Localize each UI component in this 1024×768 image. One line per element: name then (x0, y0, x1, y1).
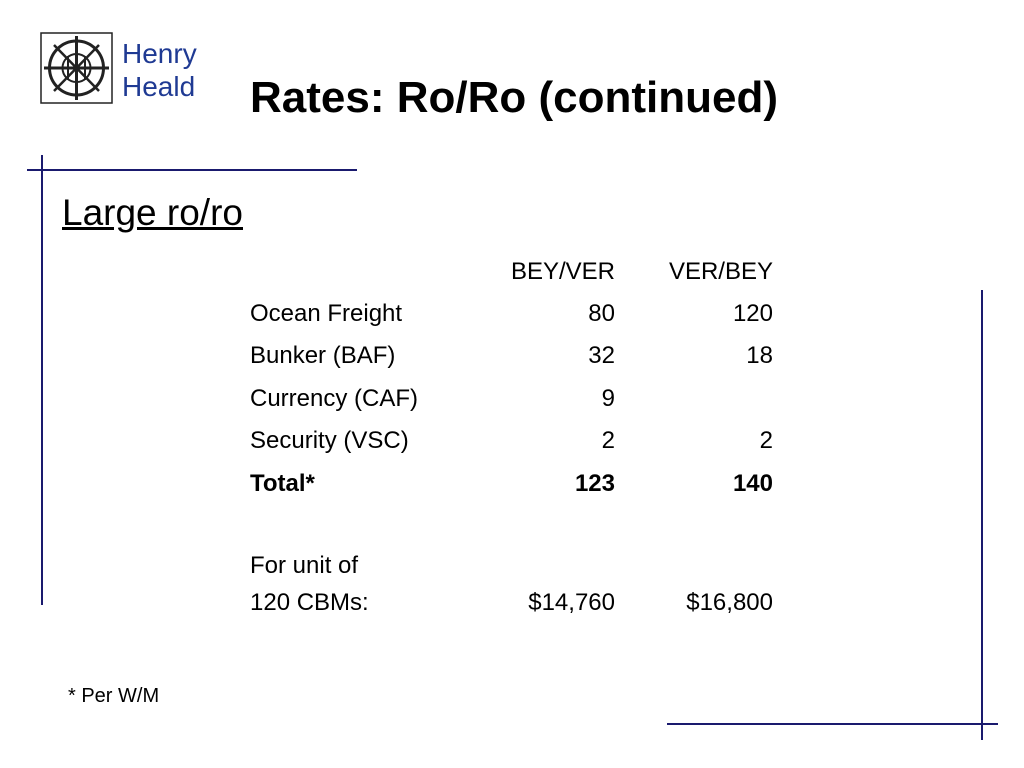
row-label: Security (VSC) (250, 427, 409, 454)
total-value: 123 (574, 470, 615, 497)
cell-value: 2 (601, 427, 615, 454)
row-label: Ocean Freight (250, 300, 403, 327)
column-header: VER/BEY (668, 258, 773, 285)
frame-lines (27, 155, 998, 740)
total-value: 140 (732, 470, 773, 497)
row-label: Bunker (BAF) (250, 342, 396, 369)
cell-value: 18 (746, 342, 773, 369)
cell-value: 120 (732, 300, 773, 327)
logo-icon (40, 32, 113, 104)
total-label: Total* (250, 470, 315, 497)
unit-label: 120 CBMs: (250, 589, 369, 616)
cell-value: 80 (588, 300, 615, 327)
cell-value: 2 (759, 427, 773, 454)
footnote: * Per W/M (68, 685, 160, 707)
unit-value: $16,800 (686, 589, 773, 616)
cell-value: 32 (588, 342, 615, 369)
slide-title: Rates: Ro/Ro (continued) (250, 73, 778, 122)
unit-label: For unit of (250, 552, 359, 579)
cell-value: 9 (601, 385, 615, 412)
logo-text: Henry (122, 38, 197, 69)
column-header: BEY/VER (510, 258, 615, 285)
row-label: Currency (CAF) (250, 385, 419, 412)
section-heading: Large ro/ro (62, 192, 243, 233)
unit-value: $14,760 (528, 589, 615, 616)
logo-text: Heald (122, 71, 196, 102)
